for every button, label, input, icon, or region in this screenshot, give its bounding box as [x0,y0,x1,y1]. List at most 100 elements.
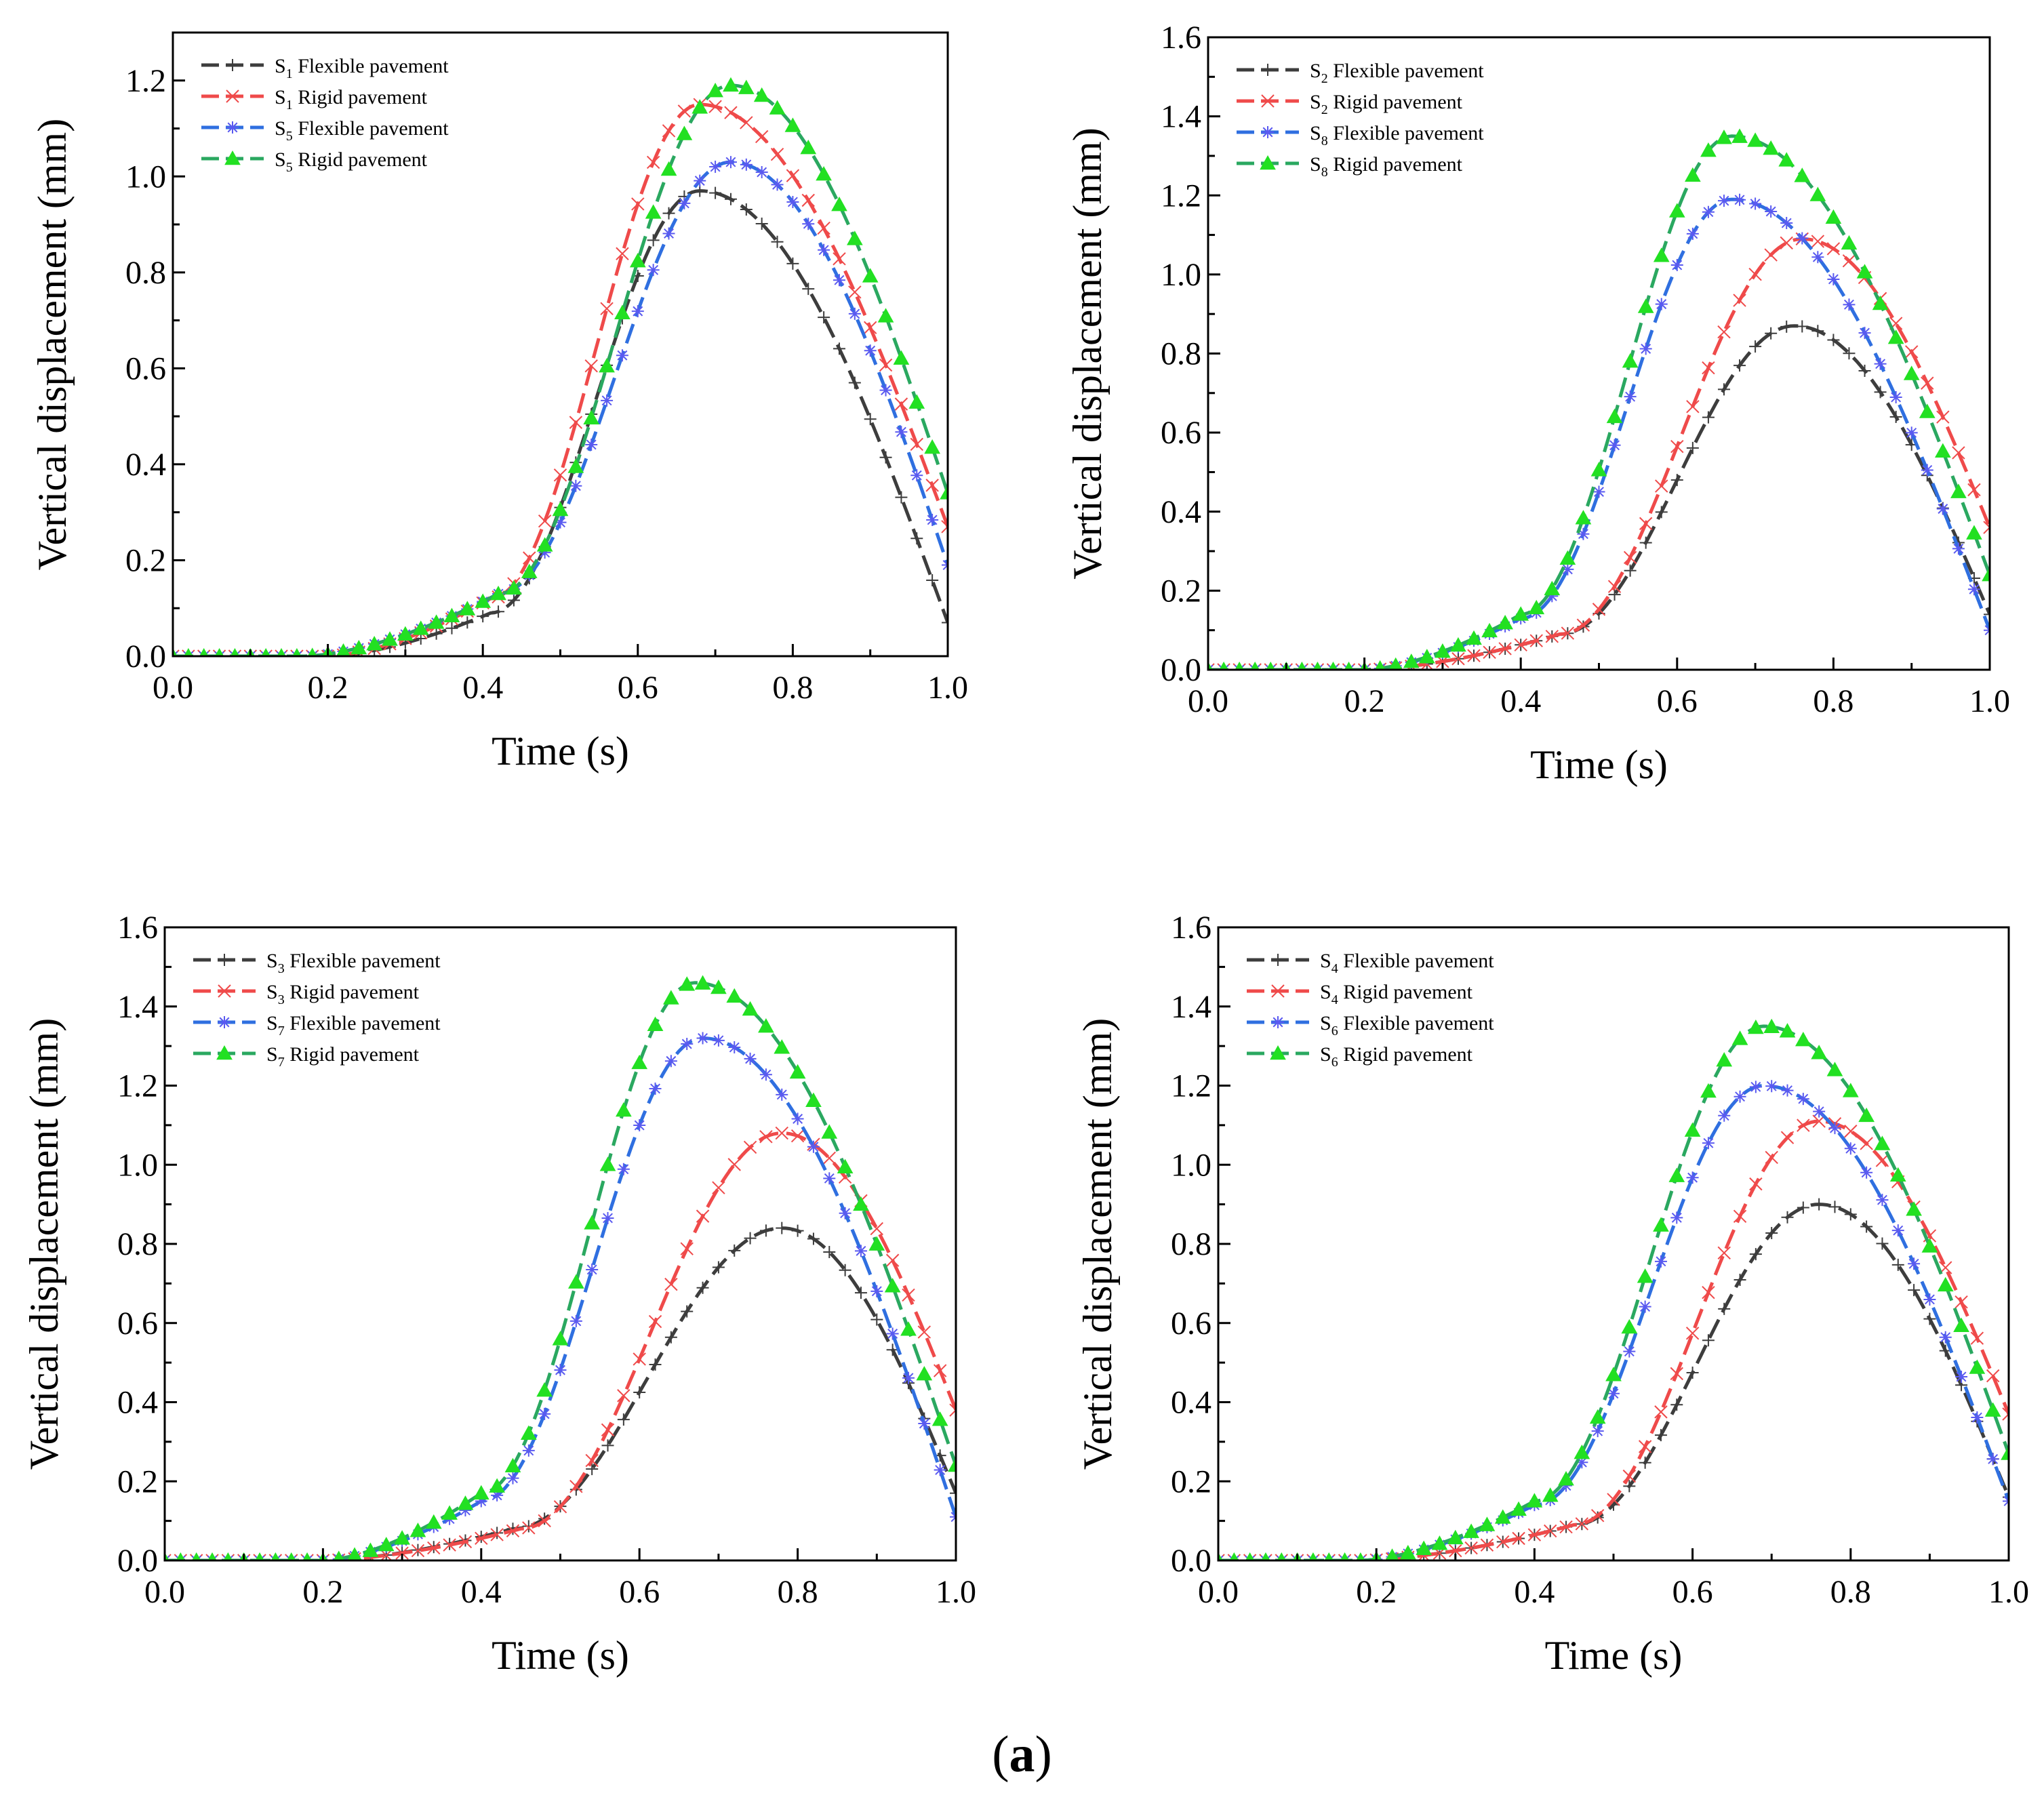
data-point-marker [441,1505,458,1520]
data-point-marker [395,1546,409,1560]
data-point-marker [931,1411,948,1426]
data-point-marker [1621,1318,1638,1334]
data-point-marker [1528,599,1545,615]
chart-bottom-right: 0.0 0.2 0.4 0.6 0.8 1.0 0.0 0.2 0.4 0.6 0.8 1.0 1.2 1… [1075,910,2029,1678]
legend-marker [1271,984,1285,998]
data-point-marker [1559,1520,1573,1534]
data-point-marker [1811,251,1824,264]
data-point-marker [1797,1093,1809,1106]
data-point-marker [1891,1258,1904,1271]
data-point-marker [1686,1171,1699,1184]
data-point-marker [646,155,660,169]
data-point-marker [523,551,536,565]
y-tick-label: 1.6 [1161,20,1201,56]
data-point-marker [662,227,675,240]
data-point-marker [694,174,706,187]
data-point-marker [1860,1166,1873,1179]
data-point-marker [521,563,538,578]
data-point-marker [775,1126,788,1140]
data-point-marker [475,1495,487,1508]
x-tick-label: 0.8 [1813,683,1853,719]
data-point-marker [397,626,414,641]
data-point-marker [394,1530,410,1545]
data-point-marker [1608,439,1621,451]
data-point-marker [553,1500,567,1514]
data-point-marker [1889,410,1902,423]
data-point-marker [1763,1018,1780,1034]
data-point-marker [443,1538,456,1552]
data-point-marker [818,311,830,324]
data-point-marker [708,100,722,113]
data-point-marker [600,302,614,316]
data-point-marker [633,1352,646,1366]
data-point-marker [1858,1107,1875,1123]
data-point-marker [1639,536,1652,549]
data-point-marker [848,285,862,299]
x-tick-label: 0.6 [619,1574,660,1610]
data-point-marker [1670,259,1683,272]
data-point-marker [1388,657,1403,670]
data-point-marker [459,1504,472,1517]
data-point-marker [1856,264,1873,279]
plot-frame [1207,36,1991,671]
data-point-marker [1637,298,1654,313]
data-point-marker [1464,1541,1478,1555]
x-tick-label: 0.0 [1198,1574,1239,1610]
x-tick-label: 1.0 [927,670,968,706]
data-point-marker [801,193,815,207]
data-point-marker [770,147,784,161]
data-point-marker [428,614,445,629]
data-point-marker [863,321,877,335]
data-point-marker [1668,203,1685,218]
data-point-marker [1623,550,1637,565]
data-point-marker [879,451,892,464]
data-point-marker [1479,1516,1496,1531]
caption-close: ) [1035,1726,1052,1783]
data-point-marker [1813,1105,1826,1118]
legend: S3 Flexible pavement S3 Rigid pavement S7 … [193,950,441,1070]
data-point-marker [1700,1083,1717,1098]
data-point-marker [1875,1154,1889,1167]
data-point-marker [1794,167,1811,182]
data-point-marker [1923,1293,1936,1306]
data-point-marker [1700,142,1717,157]
legend-marker [218,954,231,966]
legend-label: S8 Rigid pavement [1310,153,1463,180]
data-point-marker [740,116,753,129]
y-tick-label: 0.4 [1161,494,1201,530]
y-tick-label: 0.4 [1171,1385,1211,1421]
data-point-marker [1560,1479,1573,1492]
data-point-marker [617,1413,630,1426]
data-point-marker [791,1224,804,1237]
data-point-marker [491,1527,504,1539]
data-point-marker [680,1242,694,1255]
data-point-marker [743,1140,757,1154]
data-point-marker [681,1305,694,1318]
legend-label: S1 Flexible pavement [275,55,449,81]
data-point-marker [1450,637,1466,652]
legend-label: S2 Rigid pavement [1310,91,1463,117]
x-tick-label: 1.0 [936,1574,976,1610]
x-tick-label: 0.8 [772,670,813,706]
data-point-marker [1984,608,1990,621]
series-s2-flexible-pavement [1208,320,1990,670]
series-line [1218,1024,2009,1560]
data-point-marker [1906,1201,1922,1216]
data-point-marker [648,1314,662,1329]
data-point-marker [1780,236,1793,250]
data-point-marker [1561,563,1574,576]
data-point-marker [1480,1538,1494,1552]
data-point-marker [1717,195,1730,207]
data-point-marker [1731,1030,1748,1045]
x-tick-label: 0.6 [1672,1574,1713,1610]
data-point-marker [1591,1425,1604,1438]
data-point-marker [870,1285,883,1297]
data-point-marker [776,1222,788,1234]
data-point-marker [1841,235,1858,250]
data-point-marker [723,77,739,92]
legend-label: S1 Rigid pavement [275,86,428,113]
data-point-marker [916,1366,933,1381]
data-point-marker [1686,400,1700,414]
data-point-marker [538,546,551,559]
data-point-marker [864,413,877,426]
